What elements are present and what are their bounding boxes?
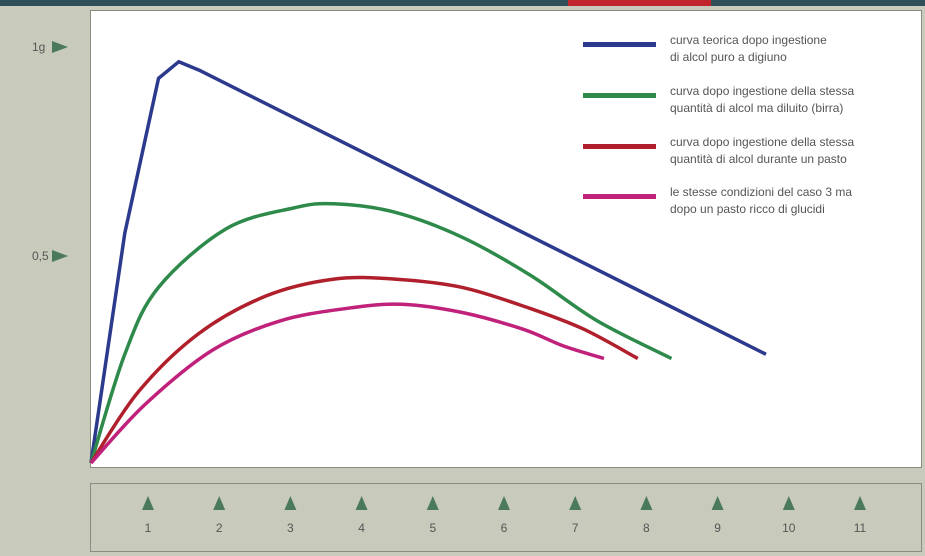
legend-label-2-line-2: quantità di alcol ma diluito (birra) [670,101,843,115]
x-axis-ticks: 1 2 3 4 5 6 7 8 9 10 11 [142,496,867,535]
y-tick-arrow-1 [52,41,68,53]
x-tick-label-6: 6 [501,521,508,535]
legend-swatch-1 [583,42,656,47]
x-tick-arrow-5 [426,496,439,510]
legend-label-1-line-2: di alcol puro a digiuno [670,50,787,64]
x-tick-label-11: 11 [854,521,867,535]
x-tick-label-3: 3 [287,521,294,535]
legend-swatch-2 [583,93,656,98]
x-tick-label-5: 5 [429,521,436,535]
x-tick-label-10: 10 [782,521,796,535]
legend-label-4-line-2: dopo un pasto ricco di glucidi [670,202,825,216]
legend-swatch-4 [583,194,656,199]
y-axis-panel [4,10,76,552]
x-axis-panel [90,483,922,552]
x-tick-arrow-1 [142,496,154,510]
y-tick-label-1: 1g [32,40,45,54]
x-tick-arrow-8 [640,496,653,510]
top-bar-accent [568,0,711,6]
x-tick-label-9: 9 [714,521,721,535]
series-line-3 [89,275,639,464]
legend-label-1-line-1: curva teorica dopo ingestione [670,33,827,47]
legend-label-3-line-2: quantità di alcol durante un pasto [670,152,847,166]
legend: curva teorica dopo ingestione di alcol pu… [583,33,854,216]
y-tick-label-2: 0,5 [32,249,49,263]
series-line-1 [89,59,767,464]
x-tick-label-7: 7 [572,521,579,535]
legend-label-2-line-1: curva dopo ingestione della stessa [670,84,854,98]
x-tick-arrow-7 [569,496,582,510]
y-tick-arrow-2 [52,250,68,262]
x-tick-label-8: 8 [643,521,650,535]
x-tick-arrow-2 [213,496,226,510]
x-tick-arrow-6 [498,496,510,510]
x-tick-label-2: 2 [216,521,223,535]
x-tick-label-1: 1 [145,521,152,535]
top-bar [0,0,925,6]
legend-swatch-3 [583,144,656,149]
x-tick-arrow-4 [355,496,368,510]
x-tick-arrow-11 [854,496,866,510]
legend-label-4-line-1: le stesse condizioni del caso 3 ma [670,185,852,199]
x-tick-label-4: 4 [358,521,365,535]
y-axis-ticks: 1g 0,5 [32,40,68,263]
x-tick-arrow-9 [711,496,724,510]
series-layer [89,59,767,465]
x-tick-arrow-3 [284,496,297,510]
series-line-2 [89,201,673,464]
x-tick-arrow-10 [782,496,795,510]
legend-label-3-line-1: curva dopo ingestione della stessa [670,135,854,149]
series-line-4 [89,302,605,465]
